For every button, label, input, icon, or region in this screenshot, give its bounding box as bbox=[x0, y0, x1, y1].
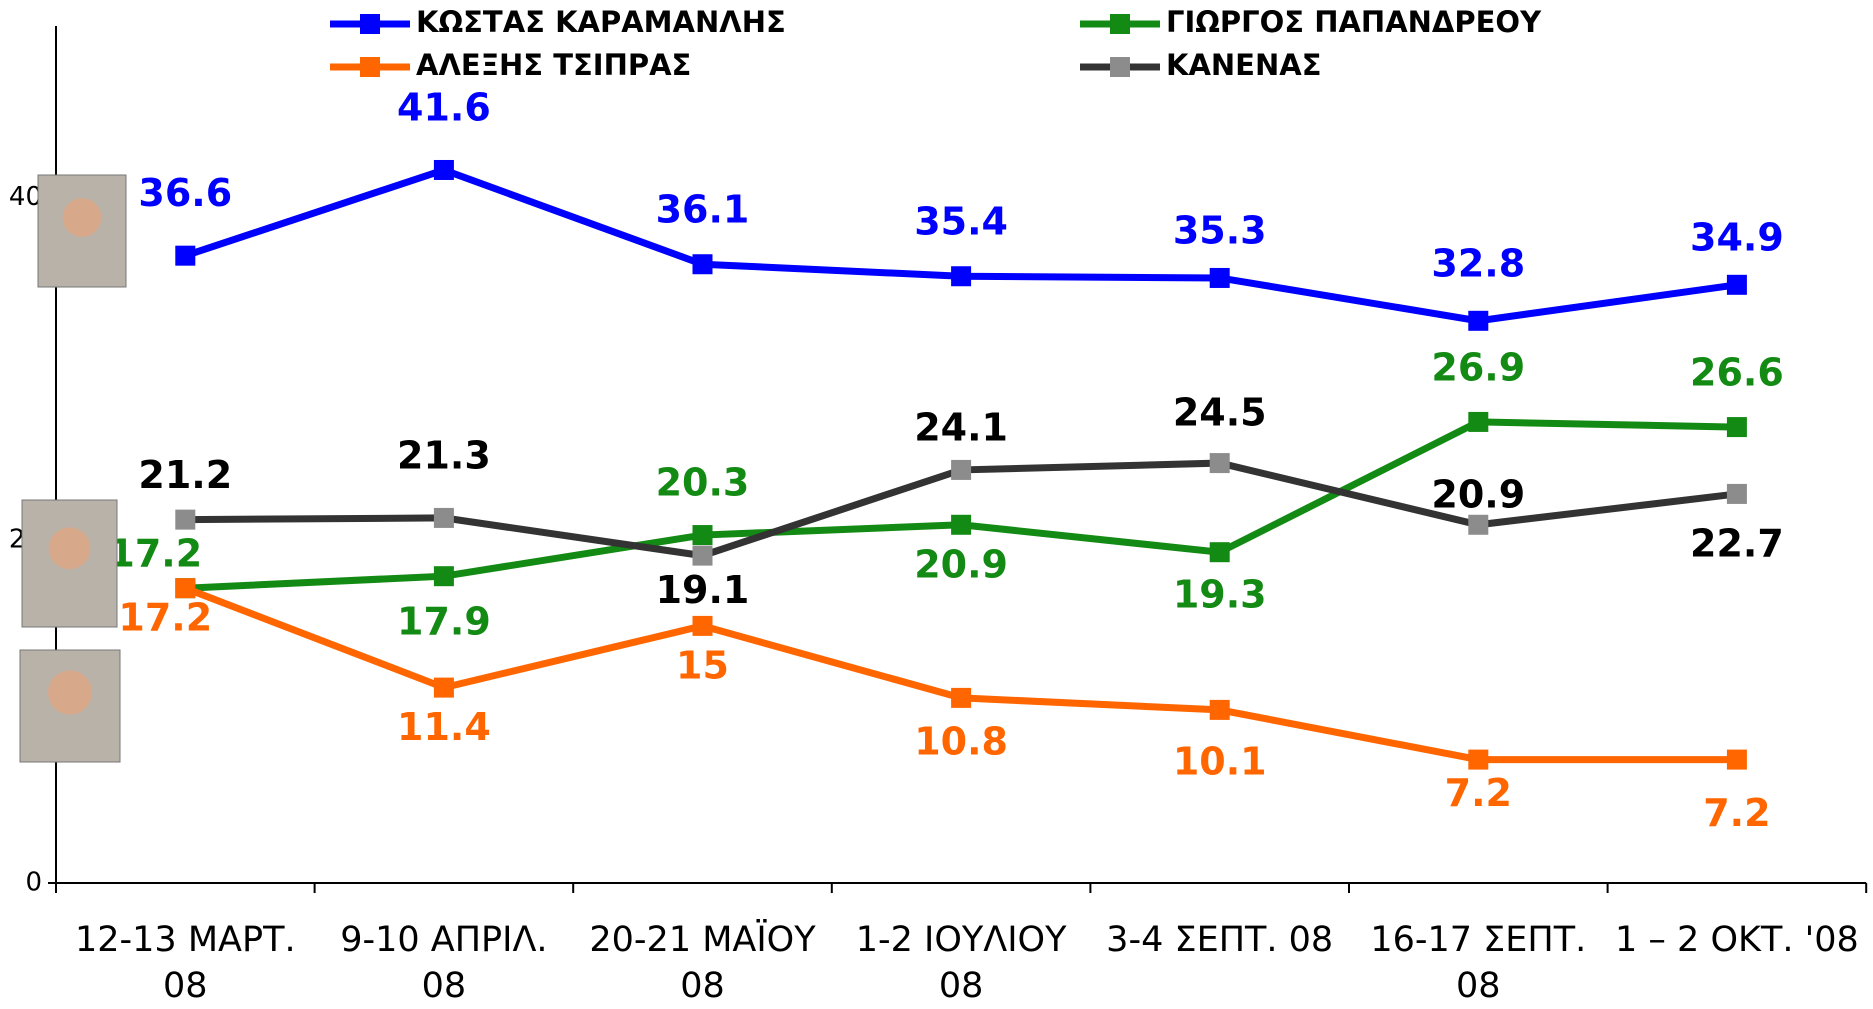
legend-marker bbox=[360, 14, 380, 34]
data-label: 19.1 bbox=[656, 568, 750, 612]
marker bbox=[1210, 453, 1230, 473]
data-label: 20.9 bbox=[914, 542, 1008, 586]
x-tick-label: 12-13 ΜΑΡΤ. 08 bbox=[60, 917, 310, 1009]
portrait-face bbox=[48, 671, 92, 715]
x-tick-label: 16-17 ΣΕΠΤ. 08 bbox=[1353, 917, 1603, 1009]
data-label: 35.3 bbox=[1173, 208, 1267, 252]
marker bbox=[693, 525, 713, 545]
marker bbox=[1727, 275, 1747, 295]
marker bbox=[1727, 417, 1747, 437]
legend-marker bbox=[360, 57, 380, 77]
data-label: 32.8 bbox=[1431, 241, 1525, 285]
data-label: 17.2 bbox=[108, 532, 202, 576]
data-label: 17.9 bbox=[397, 600, 491, 644]
marker bbox=[951, 460, 971, 480]
x-tick-label: 20-21 ΜΑΪΟΥ 08 bbox=[578, 917, 828, 1009]
data-label: 10.8 bbox=[914, 719, 1008, 763]
legend-label: ΑΛΕΞΗΣ ΤΣΙΠΡΑΣ bbox=[416, 48, 691, 82]
data-label: 21.2 bbox=[138, 453, 232, 497]
legend-marker bbox=[1110, 14, 1130, 34]
portrait-face bbox=[49, 527, 91, 569]
marker bbox=[434, 160, 454, 180]
marker bbox=[1727, 484, 1747, 504]
x-tick-label: 1 – 2 ΟΚΤ. '08 bbox=[1612, 917, 1862, 963]
data-label: 41.6 bbox=[397, 85, 491, 129]
legend-label: ΓΙΩΡΓΟΣ ΠΑΠΑΝΔΡΕΟΥ bbox=[1166, 5, 1542, 39]
page: {"chart_data":{"type":"line", "categorie… bbox=[0, 0, 1873, 1004]
data-label: 21.3 bbox=[397, 433, 491, 477]
marker bbox=[175, 510, 195, 530]
marker bbox=[1468, 515, 1488, 535]
marker bbox=[951, 688, 971, 708]
data-label: 22.7 bbox=[1690, 521, 1784, 565]
x-tick-label: 9-10 ΑΠΡΙΛ. 08 bbox=[319, 917, 569, 1009]
data-label: 36.6 bbox=[138, 171, 232, 215]
marker bbox=[1468, 311, 1488, 331]
marker bbox=[693, 254, 713, 274]
data-label: 19.3 bbox=[1173, 573, 1267, 617]
marker bbox=[1210, 542, 1230, 562]
data-label: 26.6 bbox=[1690, 351, 1784, 395]
data-label: 15 bbox=[676, 643, 729, 687]
marker bbox=[1468, 412, 1488, 432]
data-label: 20.3 bbox=[656, 461, 750, 505]
data-label: 17.2 bbox=[118, 596, 212, 640]
marker bbox=[434, 678, 454, 698]
data-label: 7.2 bbox=[1703, 791, 1770, 835]
data-label: 10.1 bbox=[1173, 739, 1267, 783]
marker bbox=[693, 546, 713, 566]
marker bbox=[951, 266, 971, 286]
data-label: 26.9 bbox=[1431, 345, 1525, 389]
legend-marker bbox=[1110, 57, 1130, 77]
marker bbox=[1468, 750, 1488, 770]
marker bbox=[434, 566, 454, 586]
chart: 0204036.641.636.135.435.332.834.917.217.… bbox=[0, 0, 1873, 1004]
data-label: 7.2 bbox=[1445, 771, 1512, 815]
y-tick-label: 0 bbox=[25, 868, 42, 898]
x-tick-label: 3-4 ΣΕΠΤ. 08 bbox=[1095, 917, 1345, 963]
data-label: 24.1 bbox=[914, 405, 1008, 449]
legend-label: ΚΑΝΕΝΑΣ bbox=[1166, 48, 1322, 82]
marker bbox=[1210, 268, 1230, 288]
data-label: 35.4 bbox=[914, 200, 1008, 244]
data-label: 20.9 bbox=[1431, 472, 1525, 516]
data-label: 24.5 bbox=[1173, 391, 1267, 435]
legend-label: ΚΩΣΤΑΣ ΚΑΡΑΜΑΝΛΗΣ bbox=[416, 5, 786, 39]
y-tick-label: 40 bbox=[9, 182, 42, 212]
portrait-face bbox=[63, 198, 102, 237]
data-label: 11.4 bbox=[397, 705, 491, 749]
data-label: 34.9 bbox=[1690, 215, 1784, 259]
marker bbox=[434, 508, 454, 528]
marker bbox=[693, 616, 713, 636]
x-tick-label: 1-2 ΙΟΥΛΙΟΥ 08 bbox=[836, 917, 1086, 1009]
data-label: 36.1 bbox=[656, 188, 750, 232]
marker bbox=[175, 246, 195, 266]
marker bbox=[951, 515, 971, 535]
marker bbox=[1210, 700, 1230, 720]
marker bbox=[1727, 750, 1747, 770]
